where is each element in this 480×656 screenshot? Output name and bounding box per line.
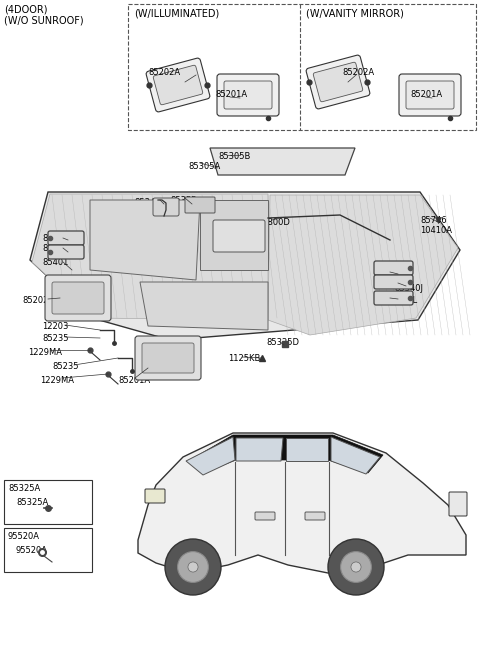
FancyBboxPatch shape [153, 198, 179, 216]
Text: 85201A: 85201A [118, 376, 150, 385]
Text: (W/ILLUMINATED): (W/ILLUMINATED) [134, 8, 219, 18]
Circle shape [351, 562, 361, 572]
Text: 85325A: 85325A [8, 484, 40, 493]
Text: 85202A: 85202A [342, 68, 374, 77]
FancyBboxPatch shape [52, 282, 104, 314]
Circle shape [178, 552, 208, 583]
FancyBboxPatch shape [374, 261, 413, 275]
Text: 85325D: 85325D [266, 338, 299, 347]
Text: 85235: 85235 [42, 334, 69, 343]
Text: 85305A: 85305A [188, 162, 220, 171]
Bar [4, 480, 92, 524]
Polygon shape [32, 194, 268, 320]
Text: 85355: 85355 [170, 196, 196, 205]
Polygon shape [286, 438, 328, 461]
Polygon shape [190, 435, 383, 473]
FancyBboxPatch shape [146, 58, 210, 112]
Text: 85340L: 85340L [386, 296, 417, 305]
Text: 91800D: 91800D [258, 218, 291, 227]
Polygon shape [210, 148, 355, 175]
Text: 85235: 85235 [52, 362, 79, 371]
Text: 85201A: 85201A [215, 90, 247, 99]
Text: (W/VANITY MIRROR): (W/VANITY MIRROR) [306, 8, 404, 18]
Text: 85202A: 85202A [148, 68, 180, 77]
Bar [4, 528, 92, 572]
FancyBboxPatch shape [135, 336, 201, 380]
FancyBboxPatch shape [305, 512, 325, 520]
Circle shape [188, 562, 198, 572]
Polygon shape [186, 437, 235, 475]
Text: 95520A: 95520A [8, 532, 40, 541]
Circle shape [165, 539, 221, 595]
Polygon shape [200, 200, 268, 270]
Text: 1125KB: 1125KB [228, 354, 260, 363]
FancyBboxPatch shape [399, 74, 461, 116]
FancyBboxPatch shape [142, 343, 194, 373]
Text: 85202A: 85202A [22, 296, 54, 305]
Text: 85340M: 85340M [42, 234, 76, 243]
FancyBboxPatch shape [224, 81, 272, 109]
Text: 85340K: 85340K [134, 198, 166, 207]
Polygon shape [138, 433, 466, 573]
FancyBboxPatch shape [185, 197, 215, 213]
Polygon shape [30, 192, 460, 340]
Text: 85345: 85345 [386, 272, 412, 281]
Text: 85335B: 85335B [42, 244, 74, 253]
FancyBboxPatch shape [45, 275, 111, 321]
Text: 12203: 12203 [42, 322, 68, 331]
Polygon shape [90, 200, 200, 280]
FancyBboxPatch shape [374, 275, 413, 289]
Text: 85401: 85401 [42, 258, 68, 267]
FancyBboxPatch shape [48, 245, 84, 259]
FancyBboxPatch shape [374, 291, 413, 305]
Text: 85746: 85746 [420, 216, 446, 225]
Text: 10410A: 10410A [420, 226, 452, 235]
Text: 85325A: 85325A [16, 498, 48, 507]
Text: 85201A: 85201A [410, 90, 442, 99]
Circle shape [328, 539, 384, 595]
Polygon shape [236, 438, 283, 461]
Text: 85340J: 85340J [394, 284, 423, 293]
FancyBboxPatch shape [213, 220, 265, 252]
FancyBboxPatch shape [217, 74, 279, 116]
Polygon shape [268, 195, 458, 335]
Text: 1229MA: 1229MA [28, 348, 62, 357]
Text: 95520A: 95520A [16, 546, 48, 555]
Circle shape [341, 552, 372, 583]
FancyBboxPatch shape [145, 489, 165, 503]
FancyBboxPatch shape [406, 81, 454, 109]
FancyBboxPatch shape [255, 512, 275, 520]
Polygon shape [331, 437, 380, 474]
FancyBboxPatch shape [313, 62, 363, 102]
Text: (4DOOR)
(W/O SUNROOF): (4DOOR) (W/O SUNROOF) [4, 4, 84, 26]
Text: 85305B: 85305B [218, 152, 251, 161]
FancyBboxPatch shape [48, 231, 84, 245]
FancyBboxPatch shape [306, 55, 370, 109]
FancyBboxPatch shape [153, 65, 203, 105]
Polygon shape [140, 282, 268, 330]
Text: 1229MA: 1229MA [40, 376, 74, 385]
FancyBboxPatch shape [449, 492, 467, 516]
